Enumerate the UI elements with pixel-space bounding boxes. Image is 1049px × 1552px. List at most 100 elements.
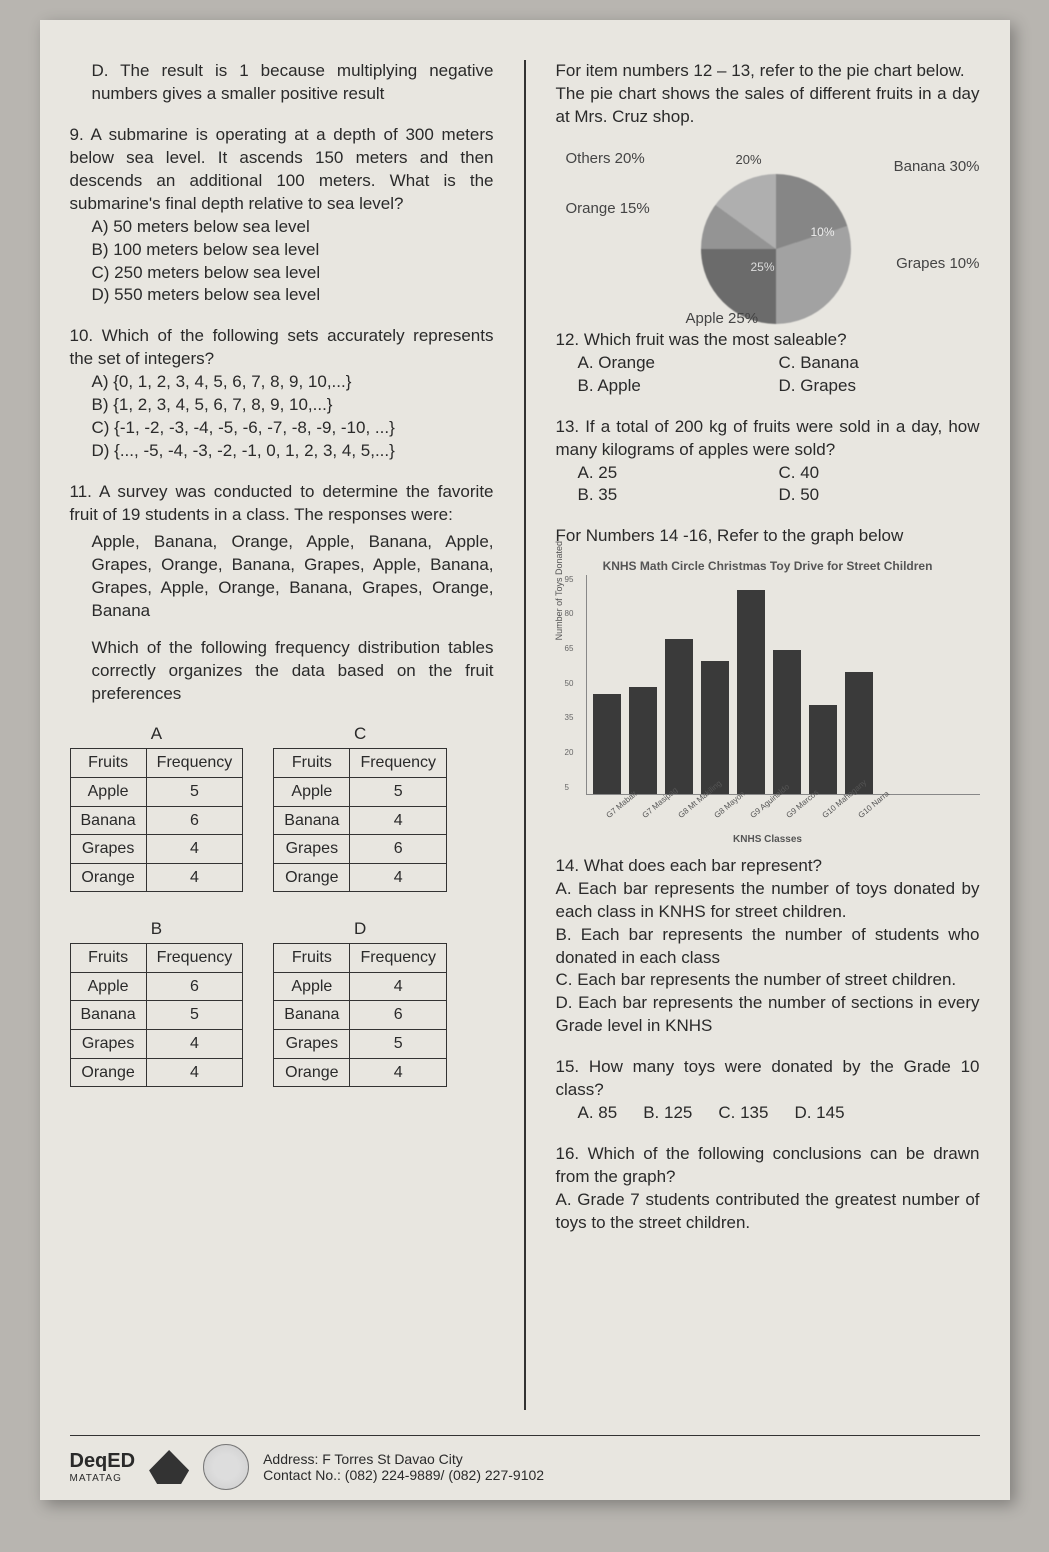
right-column: For item numbers 12 – 13, refer to the p…	[546, 60, 980, 1410]
q14-a: A. Each bar represents the number of toy…	[556, 878, 980, 924]
pie-label-banana: Banana 30%	[894, 157, 980, 177]
x-tick-label: G7 Mabait	[604, 795, 632, 821]
q10-text: 10. Which of the following sets accurate…	[70, 325, 494, 371]
pie-label-apple: Apple 25%	[686, 309, 759, 329]
q9-options: A) 50 meters below sea level B) 100 mete…	[70, 216, 494, 308]
q10-c: C) {-1, -2, -3, -4, -5, -6, -7, -8, -9, …	[92, 417, 494, 440]
table-B: B FruitsFrequency Apple6 Banana5 Grapes4…	[70, 918, 244, 1087]
cell: Grapes	[70, 1030, 146, 1059]
x-tick-label: G10 Narra	[856, 795, 884, 821]
bar-chart-title: KNHS Math Circle Christmas Toy Drive for…	[556, 558, 980, 574]
q9-b: B) 100 meters below sea level	[92, 239, 494, 262]
table-A-label: A	[70, 723, 244, 746]
q10-a: A) {0, 1, 2, 3, 4, 5, 6, 7, 8, 9, 10,...…	[92, 371, 494, 394]
q13-text: 13. If a total of 200 kg of fruits were …	[556, 416, 980, 462]
q10-b: B) {1, 2, 3, 4, 5, 6, 7, 8, 9, 10,...}	[92, 394, 494, 417]
pie-label-orange: Orange 15%	[566, 199, 650, 219]
q14-c: C. Each bar represents the number of str…	[556, 969, 980, 992]
cell: Fruits	[274, 944, 350, 973]
table-B-grid: FruitsFrequency Apple6 Banana5 Grapes4 O…	[70, 943, 244, 1087]
deped-logo-text: DepED MATATAG	[70, 1450, 136, 1484]
q15-text: 15. How many toys were donated by the Gr…	[556, 1056, 980, 1102]
cell: 4	[350, 806, 447, 835]
table-B-label: B	[70, 918, 244, 941]
bar	[593, 694, 621, 793]
y-axis-label: Number of Toys Donated	[552, 541, 564, 640]
pie-label-others: Others 20%	[566, 149, 645, 169]
cell: Apple	[274, 777, 350, 806]
table-A: A FruitsFrequency Apple5 Banana6 Grapes4…	[70, 723, 244, 892]
cell: Banana	[274, 1001, 350, 1030]
table-C-label: C	[273, 723, 447, 746]
cell: Banana	[70, 1001, 146, 1030]
question-14: 14. What does each bar represent? A. Eac…	[556, 855, 980, 1039]
column-divider	[524, 60, 526, 1410]
question-12: 12. Which fruit was the most saleable? A…	[556, 329, 980, 398]
eagle-icon	[149, 1450, 189, 1484]
pie-label-10: 10%	[811, 224, 835, 240]
x-axis-labels: G7 MabaitG7 MasipagG8 Mt MakilingG8 Mayo…	[592, 795, 980, 806]
q11-responses: Apple, Banana, Orange, Apple, Banana, Ap…	[70, 531, 494, 623]
q13-b: B. 35	[578, 484, 779, 507]
table-C-grid: FruitsFrequency Apple5 Banana4 Grapes6 O…	[273, 748, 447, 892]
option-d-prev: D. The result is 1 because multiplying n…	[70, 60, 494, 106]
cell: 4	[146, 1030, 243, 1059]
th-freq: Frequency	[146, 749, 243, 778]
cell: 4	[146, 1058, 243, 1087]
q9-d: D) 550 meters below sea level	[92, 284, 494, 307]
cell: 6	[350, 835, 447, 864]
cell: 6	[146, 972, 243, 1001]
footer-contact: Address: F Torres St Davao City Contact …	[263, 1451, 544, 1483]
cell: Orange	[274, 1058, 350, 1087]
q15-c: C. 135	[718, 1102, 768, 1125]
cell: Frequency	[350, 749, 447, 778]
cell: 4	[146, 835, 243, 864]
q13-options: A. 25 C. 40 B. 35 D. 50	[556, 462, 980, 508]
pie-intro-2: The pie chart shows the sales of differe…	[556, 83, 980, 129]
q14-text: 14. What does each bar represent?	[556, 855, 980, 878]
q16-a: A. Grade 7 students contributed the grea…	[556, 1189, 980, 1235]
pie-label-25: 25%	[751, 259, 775, 275]
cell: Frequency	[350, 944, 447, 973]
left-column: D. The result is 1 because multiplying n…	[70, 60, 504, 1410]
x-tick-label: G7 Masipag	[640, 795, 668, 821]
q9-text: 9. A submarine is operating at a depth o…	[70, 124, 494, 216]
q15-d: D. 145	[794, 1102, 844, 1125]
q16-text: 16. Which of the following conclusions c…	[556, 1143, 980, 1189]
q11-text: 11. A survey was conducted to determine …	[70, 481, 494, 527]
q14-b: B. Each bar represents the number of stu…	[556, 924, 980, 970]
bar	[665, 639, 693, 794]
th-fruits: Fruits	[70, 749, 146, 778]
table-D: D FruitsFrequency Apple4 Banana6 Grapes5…	[273, 918, 447, 1087]
x-axis-title: KNHS Classes	[556, 833, 980, 847]
cell: Frequency	[146, 944, 243, 973]
x-tick-label: G8 Mt Makiling	[676, 795, 704, 821]
cell: 5	[350, 777, 447, 806]
cell: 5	[146, 1001, 243, 1030]
question-16: 16. Which of the following conclusions c…	[556, 1143, 980, 1235]
q15-options: A. 85 B. 125 C. 135 D. 145	[556, 1102, 980, 1125]
pie-intro-1: For item numbers 12 – 13, refer to the p…	[556, 60, 980, 83]
bar-chart: KNHS Math Circle Christmas Toy Drive for…	[556, 558, 980, 846]
x-tick-label: G9 Marcos	[784, 795, 812, 821]
q12-b: B. Apple	[578, 375, 779, 398]
x-tick-label: G9 Aguinaldo	[748, 795, 776, 821]
q12-options: A. Orange C. Banana B. Apple D. Grapes	[556, 352, 980, 398]
bar	[701, 661, 729, 794]
question-10: 10. Which of the following sets accurate…	[70, 325, 494, 463]
seal-icon	[203, 1444, 249, 1490]
question-15: 15. How many toys were donated by the Gr…	[556, 1056, 980, 1125]
footer-phone: Contact No.: (082) 224-9889/ (082) 227-9…	[263, 1467, 544, 1483]
cell: Grapes	[70, 835, 146, 864]
q12-text: 12. Which fruit was the most saleable?	[556, 329, 980, 352]
matatag-word: MATATAG	[70, 1473, 136, 1484]
cell: Fruits	[70, 944, 146, 973]
cell: Orange	[70, 863, 146, 892]
cell: 4	[146, 863, 243, 892]
deped-word: DepED	[70, 1450, 136, 1473]
cell: Apple	[274, 972, 350, 1001]
graph-intro: For Numbers 14 -16, Refer to the graph b…	[556, 525, 980, 548]
bar	[845, 672, 873, 794]
cell: 5	[350, 1030, 447, 1059]
page-footer: DepED MATATAG Address: F Torres St Davao…	[70, 1435, 980, 1490]
